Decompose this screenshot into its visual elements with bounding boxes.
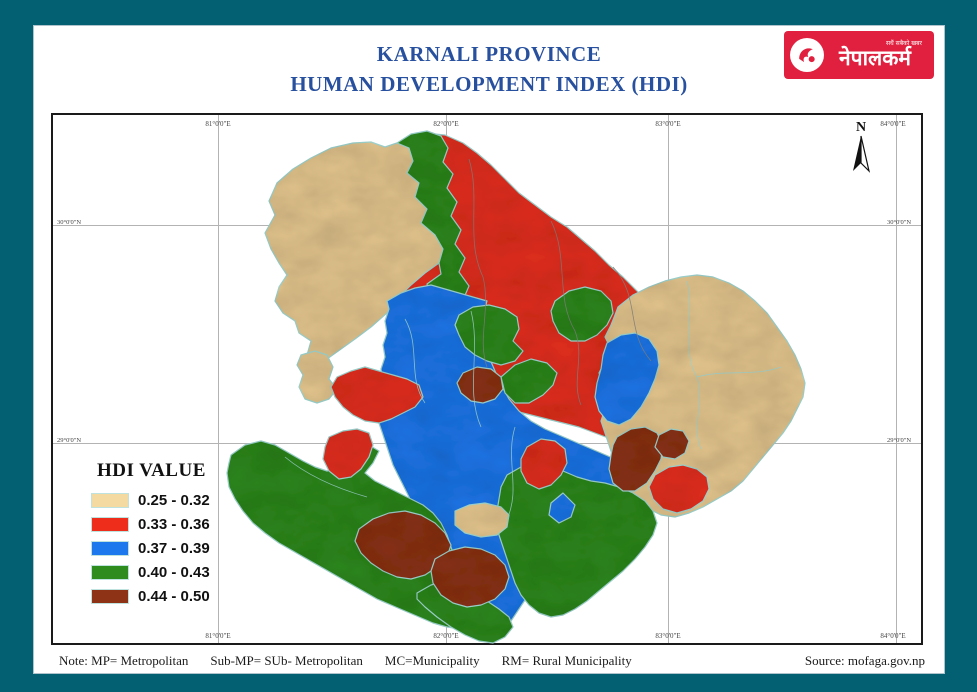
legend-row: 0.40 - 0.43 [91,564,281,581]
page-title: KARNALI PROVINCE HUMAN DEVELOPMENT INDEX… [34,39,944,100]
footer-note-part: RM= Rural Municipality [501,653,632,668]
legend-label: 0.25 - 0.32 [138,492,210,509]
legend-swatch-green [91,565,129,580]
gridline-81e [218,115,219,643]
legend-swatch-tan [91,493,129,508]
legend-label: 0.44 - 0.50 [138,588,210,605]
legend-label: 0.37 - 0.39 [138,540,210,557]
map-frame: 81°0'0"E 82°0'0"E 83°0'0"E 84°0'0"E 81°0… [51,113,923,645]
map-region-tan-northwest [264,141,444,364]
map-region-brown-south-2 [430,546,510,608]
legend-row: 0.44 - 0.50 [91,588,281,605]
map-region-red-se [648,464,710,514]
map-region-brown-se-small [654,428,690,460]
tick-label: 84°0'0"E [880,632,906,640]
tick-label: 82°0'0"E [433,120,459,128]
legend-label: 0.40 - 0.43 [138,564,210,581]
map-region-red-west-2 [322,428,374,480]
title-line-1: KARNALI PROVINCE [376,42,602,66]
north-arrow-icon [853,135,871,173]
footer-note-part: Sub-MP= SUb- Metropolitan [210,653,363,668]
map-region-red-west-1 [330,366,424,424]
footer-note-part: Note: MP= Metropolitan [59,653,189,668]
map-region-green-center-2 [500,358,558,404]
legend-row: 0.33 - 0.36 [91,516,281,533]
gridline-84e [896,115,897,643]
title-line-2: HUMAN DEVELOPMENT INDEX (HDI) [290,72,688,97]
footer-note-part: MC=Municipality [384,653,480,668]
tick-label: 82°0'0"E [433,632,459,640]
legend-swatch-blue [91,541,129,556]
map-region-blue-east-patch [594,332,660,426]
legend-swatch-brown [91,589,129,604]
legend-swatch-red [91,517,129,532]
map-region-green-southeast [496,462,658,618]
legend-row: 0.25 - 0.32 [91,492,281,509]
footer-note: Note: MP= Metropolitan Sub-MP= SUb- Metro… [59,653,805,669]
map-poster-page: KARNALI PROVINCE HUMAN DEVELOPMENT INDEX… [33,25,945,674]
tick-label: 83°0'0"E [655,632,681,640]
map-region-brown-center [456,366,504,404]
map-region-tan-south-small [454,502,510,538]
nepalkarma-logo-icon [790,38,824,72]
tick-label: 83°0'0"E [655,120,681,128]
tick-label: 81°0'0"E [205,120,231,128]
map-region-red-south-patch [520,438,568,490]
map-region-brown-se [608,426,664,492]
tick-label: 29°0'0"N [887,437,912,444]
map-region-green-ne-patch [550,286,614,342]
map-region-tan-west-small [296,350,338,404]
legend-label: 0.33 - 0.36 [138,516,210,533]
map-region-blue-se-small [548,492,576,524]
tick-label: 30°0'0"N [57,219,82,226]
legend-row: 0.37 - 0.39 [91,540,281,557]
tick-label: 29°0'0"N [57,437,82,444]
map-region-green-center-1 [454,304,524,366]
north-arrow-label: N [855,120,867,135]
footer: Note: MP= Metropolitan Sub-MP= SUb- Metro… [59,653,925,669]
logo-tagline: सधैं सबैको खबर [886,40,922,47]
nepalkarma-logo: सधैं सबैको खबर नेपालकर्म [784,31,934,79]
footer-source: Source: mofaga.gov.np [804,653,925,668]
north-arrow: N [848,121,874,178]
tick-label: 30°0'0"N [887,219,912,226]
karnali-hdi-map [226,130,806,644]
logo-text: नेपालकर्म [839,46,911,70]
legend-title: HDI VALUE [97,460,206,481]
tick-label: 81°0'0"E [205,632,231,640]
tick-label: 84°0'0"E [880,120,906,128]
legend: HDI VALUE 0.25 - 0.32 0.33 - 0.36 0.37 -… [91,460,281,612]
